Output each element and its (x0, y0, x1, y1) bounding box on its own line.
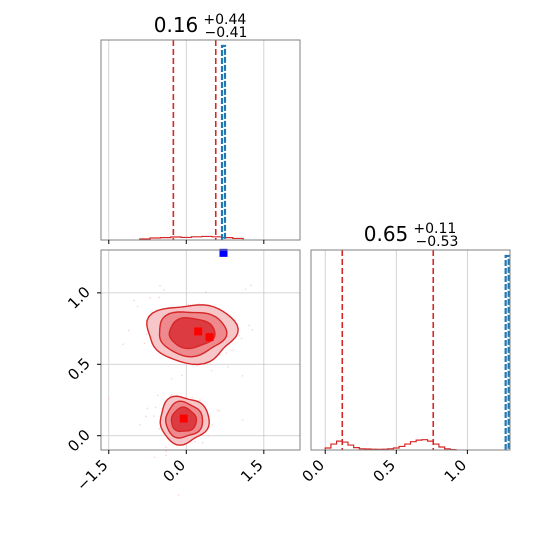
title-param2-upper: +0.11 (413, 221, 456, 237)
tick-label-hist2-x-2: 1.0 (441, 456, 471, 486)
tick-label-joint-x-0: −1.5 (73, 456, 111, 494)
sample-point (211, 424, 214, 426)
sample-point (177, 494, 180, 496)
sample-point (165, 450, 167, 453)
tick-label-joint-y-1: 0.5 (64, 354, 94, 384)
sample-point (146, 407, 149, 410)
sample-point (170, 377, 173, 380)
sample-point (207, 435, 210, 437)
axes-frame-joint (100, 249, 301, 451)
mode-marker-1 (205, 333, 214, 342)
posterior-histogram-param2 (324, 439, 457, 451)
sample-point (145, 333, 148, 336)
sample-point (169, 395, 172, 397)
sample-point (153, 456, 156, 459)
title-param1-upper: +0.44 (203, 12, 246, 28)
sample-point (107, 397, 110, 400)
sample-point (248, 324, 250, 327)
sample-point (241, 375, 244, 377)
histogram-param2-panel: 0.0 0.5 1.0 (298, 249, 511, 486)
sample-point (199, 399, 201, 401)
title-param1-value: 0.16 (154, 13, 199, 37)
sample-point (187, 303, 190, 306)
mode-marker-0 (194, 327, 203, 336)
sample-point (240, 337, 243, 340)
truth-histogram-param2 (504, 254, 510, 450)
sample-point (159, 285, 161, 287)
sample-point (225, 352, 228, 354)
sample-point (176, 464, 179, 467)
title-param2-value: 0.65 (364, 222, 409, 246)
sample-point (154, 406, 157, 409)
tick-label-joint-y-2: 1.0 (64, 283, 94, 313)
sample-point (232, 349, 235, 351)
sample-point (149, 297, 151, 299)
sample-point (136, 305, 139, 308)
posterior-histogram-param1 (139, 235, 244, 240)
sample-point (181, 374, 183, 377)
contour-mode0-level2 (168, 316, 216, 350)
mode-marker-2 (179, 414, 188, 423)
sample-point (158, 296, 160, 299)
histogram-param1-panel (100, 39, 301, 244)
sample-point (194, 440, 196, 443)
sample-point (191, 396, 193, 399)
sample-point (201, 441, 204, 444)
axes-frame-param2 (310, 249, 511, 451)
sample-point (127, 329, 130, 332)
truth-marker (219, 248, 228, 257)
sample-point (227, 366, 229, 368)
title-param2-lower-text: −0.53 (416, 234, 459, 250)
sample-point (162, 288, 165, 291)
sample-point (241, 418, 244, 421)
title-param1-lower-text: −0.41 (205, 25, 248, 41)
sample-point (165, 454, 167, 457)
title-param2: 0.65 +0.11 (364, 221, 457, 246)
tick-label-joint-y-0: 0.0 (64, 426, 94, 456)
sample-point (210, 369, 213, 372)
tick-label-joint-x-2: 1.5 (237, 456, 267, 486)
sample-point (250, 284, 253, 287)
tick-label-hist2-x-0: 0.0 (298, 456, 328, 486)
sample-point (153, 415, 155, 417)
axes-frame-param1 (100, 39, 301, 241)
sample-point (143, 342, 146, 345)
sample-point (244, 288, 247, 291)
tick-label-hist2-x-1: 0.5 (370, 456, 400, 486)
sample-point (158, 428, 160, 430)
sample-point (218, 410, 221, 412)
sample-point (156, 394, 159, 397)
sample-point (205, 291, 207, 293)
tick-label-joint-x-1: 0.0 (160, 456, 190, 486)
sample-point (145, 415, 147, 418)
sample-point (171, 393, 173, 396)
sample-point (122, 343, 124, 345)
sample-point (133, 299, 135, 302)
title-param1: 0.16 +0.44 (154, 12, 247, 37)
truth-histogram-param1 (220, 44, 227, 240)
sample-point (139, 424, 141, 426)
sample-point (216, 409, 219, 411)
joint-contour-panel: −1.5 0.0 1.50.00.51.0 (64, 248, 301, 496)
sample-point (238, 334, 240, 337)
sample-point (165, 446, 167, 448)
sample-point (251, 329, 254, 331)
